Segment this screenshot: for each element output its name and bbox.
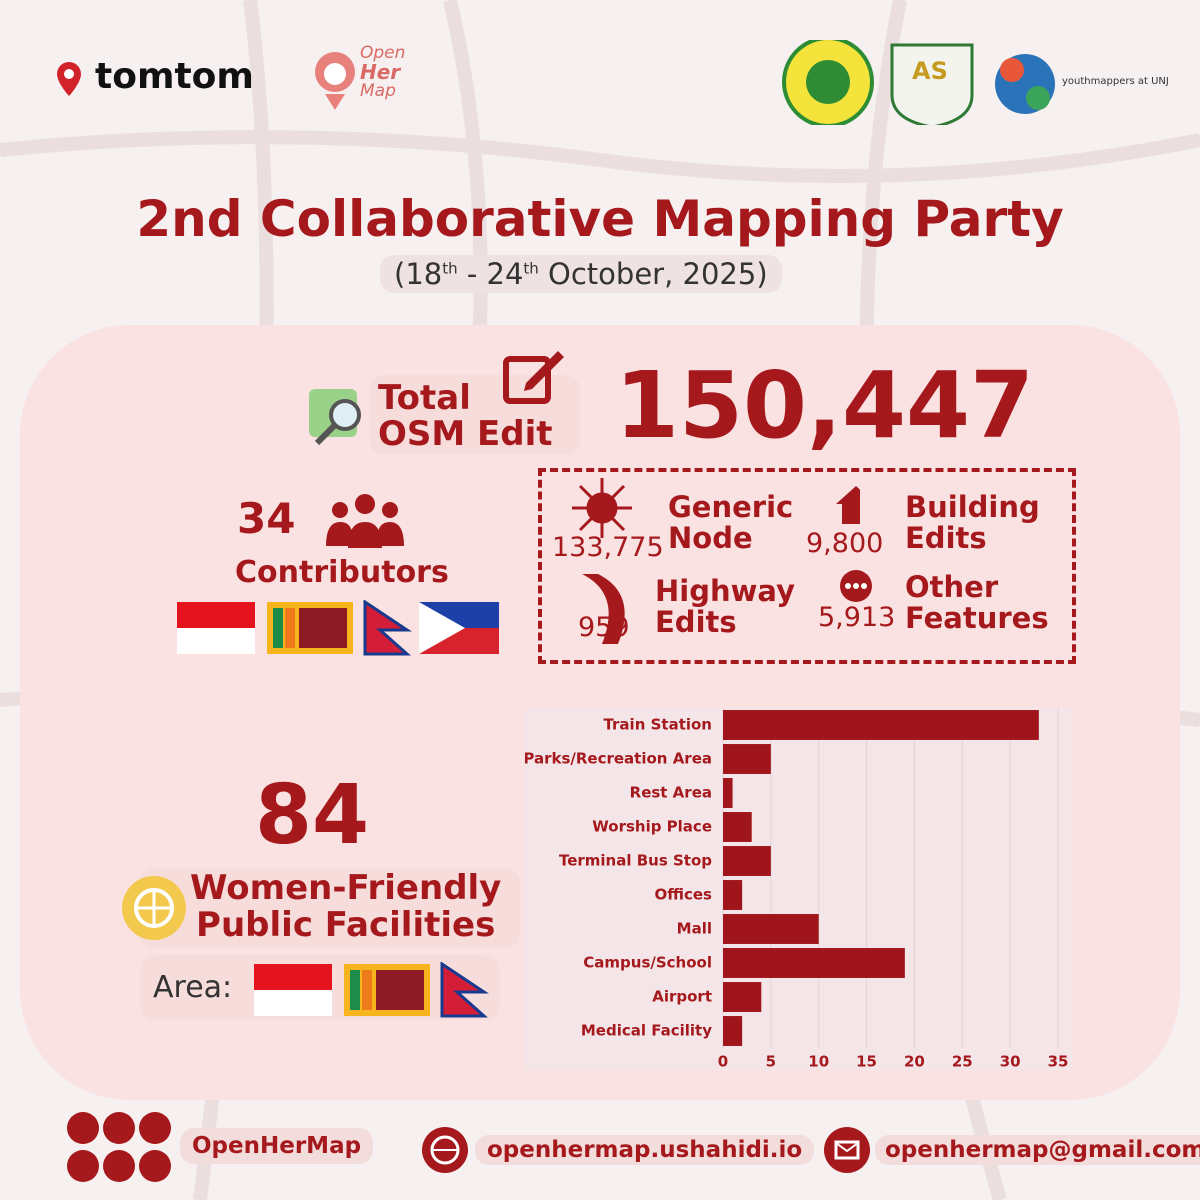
facilities-count: 84 (255, 768, 370, 863)
label-line: Edits (905, 521, 987, 555)
y-tick-label: Medical Facility (581, 1022, 712, 1040)
logo-text: Open (360, 43, 406, 63)
youthmappers-logo: youthmappers at UNJ (1062, 76, 1169, 87)
contributors-count: 34 (237, 494, 296, 543)
openhermap-icon (315, 52, 355, 110)
subtitle-part: October, 2025) (538, 257, 768, 291)
bar (723, 846, 771, 876)
tomtom-pin (57, 62, 81, 96)
partner-logos (782, 40, 1055, 125)
openhermap-logo: Open Her Map (360, 44, 405, 101)
x-tick-label: 20 (904, 1053, 925, 1071)
x-tick-label: 10 (808, 1053, 829, 1071)
bar-chart: 0 5 10 15 20 25 30 35 Train Station Parks/Recreat… (525, 708, 1073, 1070)
contributors-label: Contributors (235, 555, 449, 590)
bar (723, 914, 819, 944)
mail-icon (824, 1127, 870, 1173)
social-icons (67, 1112, 171, 1182)
y-tick-label: Rest Area (630, 784, 712, 802)
label-line: Building (905, 490, 1040, 524)
stat-label: Generic Node (668, 492, 793, 554)
x-tick-label: 0 (718, 1053, 728, 1071)
total-value: 150,447 (615, 352, 1035, 459)
y-tick-label: Airport (652, 988, 712, 1006)
website[interactable]: openhermap.ushahidi.io (475, 1135, 815, 1165)
seal-text: AS (912, 57, 948, 85)
y-tick-label: Worship Place (592, 818, 712, 836)
y-tick-label: Terminal Bus Stop (559, 852, 712, 870)
breakdown-icons (572, 478, 860, 644)
label-line: Generic (668, 490, 794, 524)
y-tick-label: Campus/School (583, 954, 712, 972)
label-line: Women-Friendly (190, 868, 502, 908)
label-line: Total (378, 378, 471, 418)
breakdown-box (538, 468, 1076, 664)
bar (723, 778, 733, 808)
bar (723, 880, 743, 910)
bar (723, 982, 762, 1012)
label-line: Other (905, 570, 999, 604)
tomtom-logo: tomtom (95, 56, 254, 97)
label-line: OSM Edit (378, 414, 553, 454)
stat-label: Highway Edits (655, 576, 795, 638)
subtitle-part: th (442, 259, 458, 278)
label-line: Features (905, 601, 1049, 635)
y-tick-label: Train Station (603, 716, 712, 734)
label-pill (140, 868, 520, 948)
dots-icon (840, 570, 872, 602)
edit-icon (503, 351, 564, 404)
stat-value: 5,913 (818, 602, 896, 633)
label-line: Highway (655, 574, 795, 608)
email[interactable]: openhermap@gmail.com (875, 1135, 1200, 1165)
y-tick-label: Parks/Recreation Area (525, 750, 712, 768)
label-line: Node (668, 521, 753, 555)
osm-icon (309, 389, 361, 446)
bar (723, 1016, 743, 1046)
subtitle: (18th - 24th October, 2025) (380, 255, 782, 293)
subtitle-part: (18 (394, 257, 443, 291)
stat-value: 9,800 (806, 528, 884, 559)
bar (723, 948, 905, 978)
bar (723, 744, 771, 774)
logo-text: Map (360, 81, 396, 101)
x-tick-label: 35 (1048, 1053, 1069, 1071)
x-tick-label: 25 (952, 1053, 973, 1071)
facilities-label: Women-Friendly Public Facilities (190, 870, 501, 944)
stat-label: Building Edits (905, 492, 1040, 554)
total-label: Total OSM Edit (378, 380, 553, 452)
web-icon (422, 1127, 468, 1173)
area-flags (254, 962, 489, 1018)
stat-value: 133,775 (552, 532, 664, 563)
people-icon (326, 494, 404, 548)
globe-icon (122, 876, 186, 940)
social-handle: OpenHerMap (180, 1128, 374, 1164)
x-tick-label: 15 (856, 1053, 877, 1071)
subtitle-part: - 24 (457, 257, 524, 291)
y-tick-label: Offices (655, 886, 713, 904)
label-line: Public Facilities (196, 905, 496, 945)
stat-label: Other Features (905, 572, 1049, 634)
logo-text: Her (360, 60, 401, 84)
bar (723, 812, 752, 842)
x-tick-label: 5 (766, 1053, 776, 1071)
area-label: Area: (153, 970, 233, 1005)
stat-value: 959 (578, 612, 630, 643)
chart-background (525, 708, 1073, 1070)
label-line: Edits (655, 605, 737, 639)
subtitle-part: th (523, 259, 539, 278)
x-tick-label: 30 (1000, 1053, 1021, 1071)
flags (177, 600, 499, 656)
title: 2nd Collaborative Mapping Party (136, 190, 1064, 248)
bar (723, 710, 1039, 740)
y-tick-label: Mall (677, 920, 712, 938)
